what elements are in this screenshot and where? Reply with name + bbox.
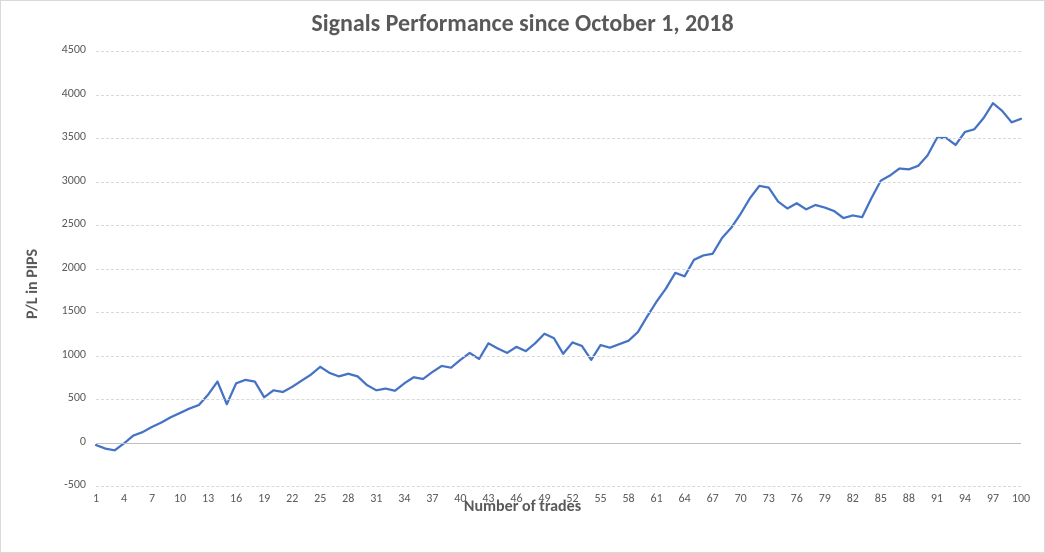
y-tick-label: 0 [1, 435, 86, 449]
x-tick-label: 85 [875, 492, 887, 506]
gridline [96, 225, 1021, 226]
gridline [96, 269, 1021, 270]
x-tick-label: 67 [707, 492, 719, 506]
plot-area: 1471013161922252831343740434649525558616… [96, 51, 1021, 486]
y-tick-label: -500 [1, 478, 86, 492]
x-tick-label: 37 [426, 492, 438, 506]
x-tick-label: 28 [342, 492, 354, 506]
x-tick-label: 55 [594, 492, 606, 506]
x-tick-label: 19 [258, 492, 270, 506]
x-tick-label: 70 [735, 492, 747, 506]
x-tick-label: 76 [791, 492, 803, 506]
x-tick-label: 40 [454, 492, 466, 506]
x-tick-label: 97 [987, 492, 999, 506]
x-tick-label: 4 [121, 492, 127, 506]
x-tick-label: 73 [763, 492, 775, 506]
y-tick-label: 4000 [1, 87, 86, 101]
x-tick-label: 94 [959, 492, 971, 506]
x-tick-label: 1 [93, 492, 99, 506]
x-tick-label: 82 [847, 492, 859, 506]
y-tick-label: 4500 [1, 43, 86, 57]
gridline [96, 51, 1021, 52]
zero-baseline [96, 443, 1021, 444]
x-tick-label: 58 [622, 492, 634, 506]
x-tick-label: 7 [149, 492, 155, 506]
gridline [96, 312, 1021, 313]
x-tick-label: 22 [286, 492, 298, 506]
x-tick-label: 16 [230, 492, 242, 506]
x-tick-label: 25 [314, 492, 326, 506]
x-tick-label: 64 [679, 492, 691, 506]
gridline [96, 182, 1021, 183]
x-tick-label: 31 [370, 492, 382, 506]
y-tick-label: 1000 [1, 348, 86, 362]
x-tick-label: 91 [931, 492, 943, 506]
y-tick-label: 3000 [1, 174, 86, 188]
x-tick-label: 49 [538, 492, 550, 506]
y-tick-label: 2000 [1, 261, 86, 275]
gridline [96, 399, 1021, 400]
x-tick-label: 34 [398, 492, 410, 506]
x-tick-label: 100 [1012, 492, 1030, 506]
x-tick-label: 13 [202, 492, 214, 506]
chart-container: Signals Performance since October 1, 201… [0, 0, 1045, 553]
y-tick-label: 2500 [1, 217, 86, 231]
chart-title: Signals Performance since October 1, 201… [1, 9, 1044, 38]
gridline [96, 486, 1021, 487]
gridline [96, 95, 1021, 96]
gridline [96, 356, 1021, 357]
y-tick-label: 3500 [1, 130, 86, 144]
x-tick-label: 88 [903, 492, 915, 506]
gridline [96, 138, 1021, 139]
x-tick-label: 79 [819, 492, 831, 506]
y-tick-label: 500 [1, 391, 86, 405]
y-tick-label: 1500 [1, 304, 86, 318]
x-tick-label: 52 [566, 492, 578, 506]
x-tick-label: 43 [482, 492, 494, 506]
x-tick-label: 61 [651, 492, 663, 506]
x-tick-label: 10 [174, 492, 186, 506]
x-tick-label: 46 [510, 492, 522, 506]
